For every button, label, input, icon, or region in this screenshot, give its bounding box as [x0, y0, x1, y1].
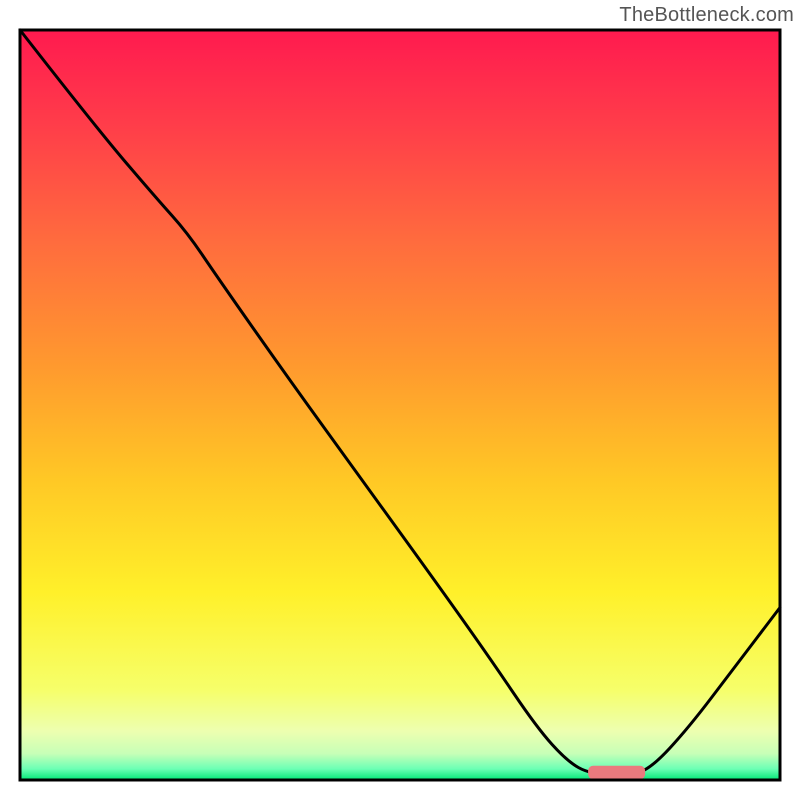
- chart-svg: [0, 0, 800, 800]
- bottleneck-chart: TheBottleneck.com: [0, 0, 800, 800]
- optimal-marker: [588, 766, 645, 780]
- watermark-text: TheBottleneck.com: [619, 4, 794, 27]
- plot-background: [20, 30, 780, 780]
